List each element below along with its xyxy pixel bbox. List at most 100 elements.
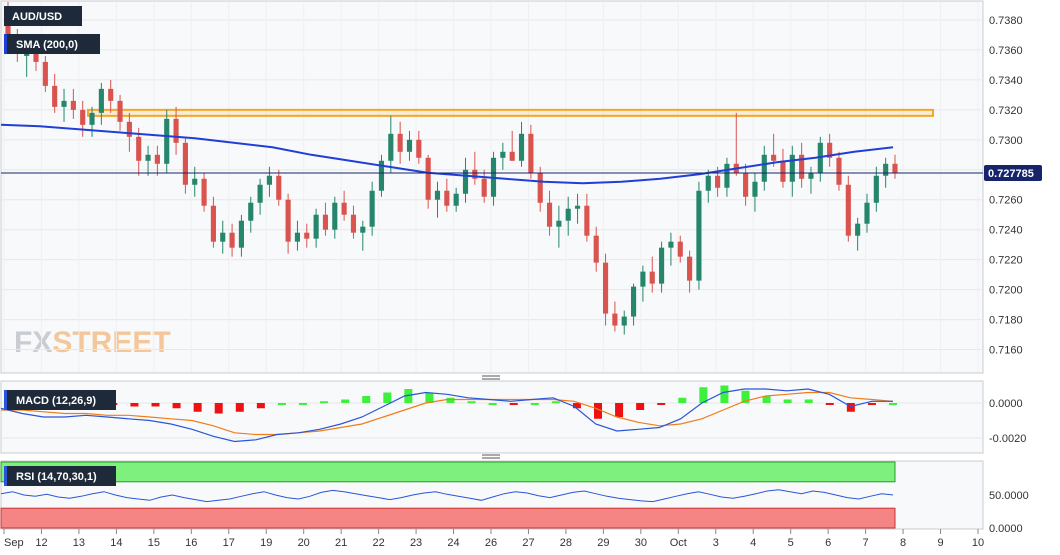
macd-tick-label: -0.0020 — [989, 433, 1026, 445]
candle-body — [780, 160, 786, 182]
macd-histogram-bar — [867, 403, 876, 405]
candle-body — [136, 136, 142, 161]
candle-body — [350, 214, 357, 233]
candle-body — [677, 241, 683, 257]
current-price-label: 0.727785 — [988, 168, 1034, 180]
macd-histogram-bar — [277, 403, 286, 405]
macd-text: MACD (12,26,9) — [16, 395, 96, 407]
candle-body — [593, 235, 599, 263]
candle-body — [799, 154, 805, 179]
candle-body — [743, 172, 749, 197]
candle-body — [873, 175, 879, 203]
candle-body — [332, 202, 338, 230]
candle-body — [808, 172, 814, 179]
macd-histogram-bar — [846, 403, 855, 412]
candle-body — [462, 169, 469, 194]
rsi-tick-label: 0.0000 — [989, 523, 1023, 535]
macd-histogram-bar — [804, 399, 813, 403]
price-tick-label: 0.7180 — [989, 315, 1023, 327]
candle-body — [789, 154, 795, 182]
macd-histogram-bar — [530, 403, 539, 405]
macd-histogram-bar — [425, 392, 434, 403]
macd-histogram-bar — [699, 387, 708, 403]
candle-body — [453, 193, 459, 206]
candle-body — [285, 199, 291, 242]
candle-body — [771, 154, 777, 161]
candle-body — [715, 175, 721, 188]
candle-body — [640, 271, 646, 287]
price-tick-label: 0.7260 — [989, 195, 1023, 207]
macd-histogram-bar — [551, 401, 560, 404]
macd-histogram-bar — [467, 401, 476, 404]
x-tick-label: 15 — [148, 537, 160, 549]
macd-histogram-bar — [193, 403, 202, 412]
macd-histogram-bar — [741, 390, 750, 403]
macd-histogram-bar — [383, 392, 392, 403]
sma-text: SMA (200,0) — [16, 39, 78, 51]
candle-body — [696, 190, 702, 281]
macd-histogram-bar — [889, 403, 897, 405]
sma-200-line — [0, 123, 894, 185]
candle-body — [687, 256, 693, 281]
candle-body — [201, 178, 207, 206]
candle-body — [294, 232, 301, 242]
candle-body — [659, 247, 665, 284]
panel-splitter[interactable] — [482, 454, 500, 459]
macd-histogram-bar — [594, 403, 602, 419]
x-tick-label: 10 — [972, 537, 984, 549]
macd-histogram-bar — [657, 403, 666, 405]
price-tick-label: 0.7300 — [989, 135, 1023, 147]
candle-body — [397, 133, 403, 152]
sma-label[interactable]: SMA (200,0) — [4, 34, 100, 54]
candle-body — [388, 133, 394, 161]
x-tick-label: 22 — [372, 537, 384, 549]
candle-body — [761, 154, 767, 182]
candle-body — [565, 208, 571, 221]
x-tick-label: 16 — [185, 537, 197, 549]
macd-label[interactable]: MACD (12,26,9) — [4, 390, 116, 410]
candle-body — [845, 184, 851, 236]
candle-body — [266, 175, 272, 185]
candle-body — [52, 85, 58, 107]
candle-body — [892, 163, 898, 173]
x-tick-label: 13 — [73, 537, 85, 549]
x-tick-label: 26 — [485, 537, 497, 549]
macd-histogram-bar — [678, 397, 687, 403]
candle-body — [164, 118, 170, 164]
x-tick-label: 21 — [335, 537, 347, 549]
candle-body — [248, 202, 254, 221]
candle-body — [574, 205, 581, 209]
candle-body — [154, 154, 160, 164]
x-tick-label: Oct — [670, 537, 687, 549]
candle-body — [668, 241, 674, 248]
price-tick-label: 0.7240 — [989, 225, 1023, 237]
candle-body — [546, 202, 553, 227]
macd-histogram-bar — [615, 403, 624, 417]
price-tick-label: 0.7200 — [989, 285, 1023, 297]
candle-body — [378, 160, 385, 191]
x-tick-label: 27 — [522, 537, 534, 549]
price-tick-label: 0.7340 — [989, 75, 1023, 87]
rsi-label[interactable]: RSI (14,70,30,1) — [4, 466, 116, 486]
candle-body — [369, 190, 375, 227]
watermark-fx: FX — [14, 326, 52, 359]
candle-body — [584, 205, 590, 236]
candle-body — [108, 88, 114, 101]
price-tick-label: 0.7160 — [989, 345, 1023, 357]
candle-body — [649, 271, 655, 284]
panel-splitter[interactable] — [482, 375, 500, 380]
candle-body — [42, 61, 48, 86]
candle-body — [322, 214, 329, 230]
rsi-line — [0, 489, 894, 503]
candle-body — [276, 175, 282, 200]
x-tick-label: 14 — [110, 537, 122, 549]
macd-histogram-bar — [509, 403, 518, 405]
macd-line — [0, 388, 893, 443]
candle-body — [98, 88, 104, 113]
macd-histogram-bar — [151, 403, 160, 407]
macd-histogram-bar — [446, 397, 455, 403]
candle-body — [89, 112, 95, 125]
candle-body — [883, 163, 889, 176]
symbol-text: AUD/USD — [12, 11, 62, 23]
macd-signal-line — [1, 391, 894, 436]
